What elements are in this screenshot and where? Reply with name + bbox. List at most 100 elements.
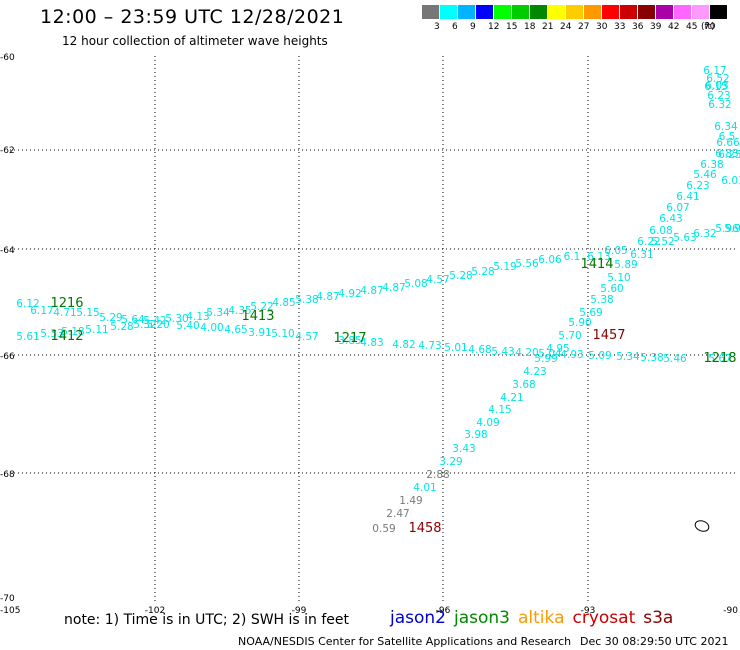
- wave-height-value: 5.38: [590, 294, 613, 306]
- color-swatch: [512, 5, 529, 19]
- wave-height-value: 5.08: [404, 278, 427, 290]
- wave-height-value: 4.92: [338, 288, 361, 300]
- wave-height-value: 5.60: [600, 283, 623, 295]
- wave-height-value: 6.41: [676, 191, 699, 203]
- color-scale-tick: 21: [542, 22, 554, 32]
- wave-height-value: 6.07: [666, 202, 689, 214]
- wave-height-value: 6.66: [716, 137, 740, 149]
- wave-height-value: 6.5: [719, 131, 736, 143]
- wave-height-value: 5.43: [491, 346, 514, 358]
- color-swatch: [674, 5, 691, 19]
- wave-height-value: 3.85: [338, 335, 361, 347]
- wave-height-value: 4.09: [476, 417, 499, 429]
- wave-height-value: 4.00: [200, 322, 223, 334]
- wave-height-value: 5.32: [133, 319, 156, 331]
- color-scale-tick: 6: [452, 22, 458, 32]
- wave-height-value: 3.43: [452, 443, 475, 455]
- color-swatch: [566, 5, 583, 19]
- wave-height-value: 6.32: [693, 228, 716, 240]
- wave-height-value: 6.32: [708, 99, 731, 111]
- color-swatch: [602, 5, 619, 19]
- wave-height-value: 6.1: [564, 251, 581, 263]
- latitude-label: -60: [0, 53, 15, 63]
- wave-height-value: 4.87: [360, 285, 383, 297]
- wave-height-value: 4.20: [515, 347, 538, 359]
- wave-height-value: 5.40: [176, 320, 199, 332]
- wave-height-value: 5.11: [85, 324, 108, 336]
- wave-height-value: 5.64: [121, 314, 145, 326]
- pass-time-label: 1216: [50, 296, 83, 311]
- wave-height-value: 4.65: [224, 324, 247, 336]
- wave-height-value: 5.28: [449, 270, 472, 282]
- wave-height-value: 4.68: [468, 344, 491, 356]
- color-scale-tick: 3: [434, 22, 440, 32]
- wave-height-value: 4.83: [360, 337, 383, 349]
- longitude-label: -90: [723, 606, 738, 616]
- wave-height-value: 4.01: [413, 482, 436, 494]
- wave-height-value: 5.04: [538, 348, 562, 360]
- color-scale-tick: 15: [506, 22, 518, 32]
- wave-height-value: 6.22: [637, 236, 660, 248]
- color-scale-tick: 39: [650, 22, 662, 32]
- wave-height-value: 6.38: [700, 159, 723, 171]
- wave-height-value: 4.15: [488, 404, 511, 416]
- wave-height-value: 6.08: [649, 225, 672, 237]
- color-swatch: [638, 5, 655, 19]
- pass-time-label: 1457: [592, 328, 625, 343]
- latitude-label: -64: [0, 246, 15, 256]
- legend-item-jason2: jason2: [390, 608, 446, 628]
- wave-height-value: 4.13: [186, 311, 209, 323]
- wave-height-value: 1.49: [399, 495, 422, 507]
- color-scale-tick: 45: [686, 22, 698, 32]
- legend-item-s3a: s3a: [643, 608, 674, 628]
- pass-time-label: 1414: [580, 257, 613, 272]
- wave-height-value: 2.47: [386, 508, 409, 520]
- color-swatch: [710, 5, 727, 19]
- legend-item-altika: altika: [518, 608, 565, 628]
- wave-height-value: 4.71: [53, 307, 76, 319]
- wave-height-value: 5.22: [250, 301, 273, 313]
- footer-timestamp: Dec 30 08:29:50 UTC 2021: [580, 635, 729, 648]
- latitude-label: -68: [0, 470, 15, 480]
- wave-height-value: 5.42: [143, 315, 166, 327]
- wave-height-value: 5.52: [651, 236, 674, 248]
- wave-height-value: 5.19: [493, 261, 516, 273]
- color-swatch: [494, 5, 511, 19]
- wave-height-value: 5.94: [724, 223, 740, 235]
- page-title: 12:00 – 23:59 UTC 12/28/2021: [40, 6, 345, 28]
- longitude-label: -93: [581, 606, 596, 616]
- wave-height-value: 5.09: [588, 350, 611, 362]
- wave-height-value: 5.56: [515, 258, 539, 270]
- wave-height-value: 5.01: [444, 342, 467, 354]
- wave-height-value: 6.13: [587, 251, 610, 263]
- wave-height-value: 2.88: [426, 469, 449, 481]
- wave-height-value: 3.91: [248, 327, 271, 339]
- wave-height-value: 4.21: [500, 392, 523, 404]
- wave-height-value: 5.28: [110, 321, 133, 333]
- wave-height-value: 5.67: [708, 353, 731, 365]
- wave-height-value: 4.87: [382, 282, 405, 294]
- pass-time-label: 1412: [50, 329, 83, 344]
- wave-height-value: 5.96: [715, 223, 739, 235]
- wave-height-value: 5.15: [76, 307, 99, 319]
- wave-height-value: 6.12: [16, 298, 39, 310]
- color-swatch: [656, 5, 673, 19]
- wave-height-value: 5.90: [568, 317, 591, 329]
- color-swatch: [440, 5, 457, 19]
- color-scale-tick: 27: [578, 22, 590, 32]
- color-scale-tick: 70: [704, 22, 716, 32]
- color-swatch: [584, 5, 601, 19]
- wave-height-value: 4.57: [426, 274, 449, 286]
- wave-height-value: 6.25: [718, 149, 740, 161]
- color-swatch: [692, 5, 709, 19]
- wave-height-value: 5.70: [558, 330, 581, 342]
- color-scale-tick: 42: [668, 22, 680, 32]
- wave-height-value: 6.23: [707, 90, 730, 102]
- footer-credit: NOAA/NESDIS Center for Satellite Applica…: [238, 635, 572, 648]
- pass-time-label: 1458: [408, 521, 441, 536]
- wave-height-value: 6.17: [30, 305, 53, 317]
- wave-height-value: 6.23: [686, 180, 709, 192]
- wave-height-value: 5.34: [616, 351, 640, 363]
- color-scale-tick: 30: [596, 22, 608, 32]
